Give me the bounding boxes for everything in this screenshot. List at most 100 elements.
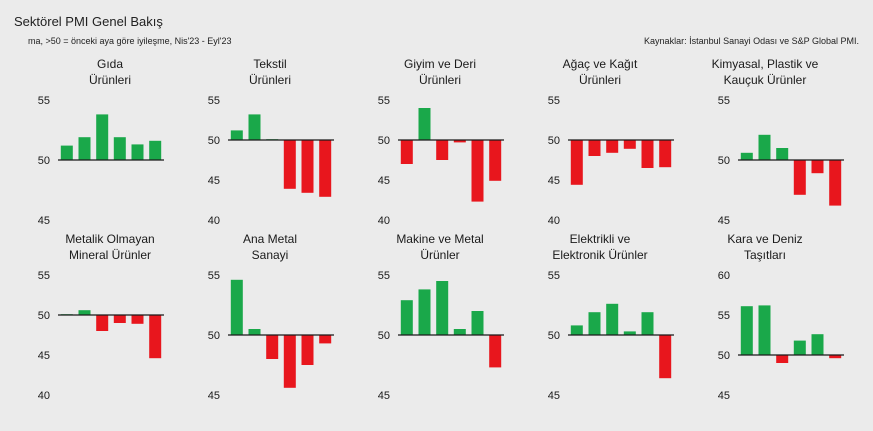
bar [776,148,789,160]
panel-title-line: Gıda [96,57,123,71]
y-tick-label: 45 [38,215,50,227]
y-tick-label: 55 [548,270,560,282]
panel-title: Giyim ve Deri Ürünleri [355,56,525,88]
bar [623,140,636,149]
bar [740,306,753,355]
panel-title-line: Giyim ve Deri [403,57,476,71]
y-tick-label: 55 [38,95,50,107]
panel-title: Kimyasal, Plastik ve Kauçuk Ürünler [680,56,850,88]
bar [230,130,243,140]
bar [641,312,654,335]
panel-title-line: Metalik Olmayan [65,232,155,246]
panel-title-line: Mineral Ürünler [68,248,152,262]
y-tick-label: 55 [548,95,560,107]
bar [301,335,314,365]
bar [301,140,314,193]
y-tick-label: 60 [718,270,730,282]
y-tick-label: 50 [378,330,390,342]
bar [489,335,502,368]
bar [436,140,449,160]
y-tick-label: 50 [208,330,220,342]
bar [96,315,109,331]
bar [436,281,449,335]
bar [113,315,126,323]
bar [641,140,654,168]
panel-title-line: Ürünleri [418,73,461,87]
y-tick-label: 40 [378,215,390,227]
y-tick-label: 45 [718,215,730,227]
bar [811,160,824,174]
y-tick-label: 45 [208,390,220,402]
page-title: Sektörel PMI Genel Bakış [14,14,163,29]
panel-title-line: Ağaç ve Kağıt [562,57,638,71]
bar [418,289,431,335]
panel-title-line: Taşıtları [743,248,786,262]
bar [740,152,753,160]
y-tick-label: 45 [38,350,50,362]
bar [659,140,672,168]
bar [230,279,243,335]
chart-subtitle: ma, >50 = önceki aya göre iyileşme, Nis'… [28,36,232,46]
y-tick-label: 55 [718,310,730,322]
bar [489,140,502,181]
y-tick-label: 45 [548,390,560,402]
source-note: Kaynaklar: İstanbul Sanayi Odası ve S&P … [644,36,859,46]
bar [149,315,162,359]
y-tick-label: 50 [548,135,560,147]
bar [758,134,771,160]
y-tick-label: 55 [378,270,390,282]
y-tick-label: 40 [38,390,50,402]
y-tick-label: 45 [718,390,730,402]
bar [248,114,261,140]
bar [453,140,466,143]
bar [418,108,431,140]
y-tick-label: 45 [548,175,560,187]
panel-title: Metalik Olmayan Mineral Ürünler [25,231,195,263]
y-tick-label: 55 [718,95,730,107]
y-tick-label: 50 [548,330,560,342]
panel-title-line: Elektronik Ürünler [552,248,648,262]
bar [400,300,413,335]
bar [96,114,109,160]
bar [149,140,162,160]
panel-title-line: Makine ve Metal [396,232,484,246]
panel-title: Tekstil Ürünleri [185,56,355,88]
bar [776,355,789,363]
panel-title: Kara ve Deniz Taşıtları [680,231,850,263]
y-tick-label: 40 [548,215,560,227]
bar [606,303,619,335]
panel-title: Ana Metal Sanayi [185,231,355,263]
y-tick-label: 45 [378,175,390,187]
bar [78,310,91,315]
bar [319,335,332,344]
bar [471,311,484,335]
bar [319,140,332,197]
bar [829,355,842,359]
y-tick-label: 50 [718,155,730,167]
bar [78,137,91,160]
bar [283,140,296,189]
bar [570,325,583,335]
bar [283,335,296,388]
panel-title: Elektrikli ve Elektronik Ürünler [515,231,685,263]
bar [131,144,144,160]
bar [811,334,824,355]
y-tick-label: 45 [378,390,390,402]
panel-title-line: Ana Metal [242,232,298,246]
panel-title-line: Kara ve Deniz [727,232,803,246]
bar [659,335,672,379]
bar [400,140,413,164]
bar [471,140,484,202]
panel-title: Gıda Ürünleri [25,56,195,88]
panel-title-line: Sanayi [251,248,289,262]
panel-title-line: Kimyasal, Plastik ve [711,57,819,71]
panel-title-line: Ürünleri [578,73,621,87]
bar [131,315,144,324]
y-tick-label: 50 [718,350,730,362]
bar [60,145,73,160]
bar [588,312,601,335]
bar [758,305,771,355]
panel-title: Ağaç ve Kağıt Ürünleri [515,56,685,88]
bar [829,160,842,206]
